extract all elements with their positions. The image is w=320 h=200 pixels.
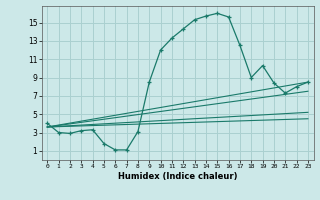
X-axis label: Humidex (Indice chaleur): Humidex (Indice chaleur) <box>118 172 237 181</box>
